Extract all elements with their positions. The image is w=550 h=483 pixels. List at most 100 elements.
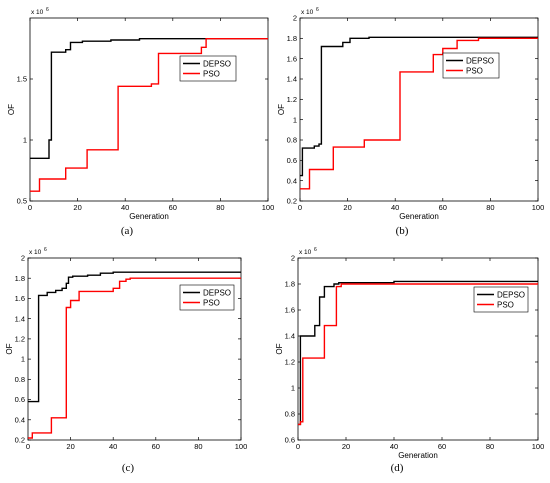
y-tick-label: 2 — [293, 14, 297, 23]
panel-caption: (c) — [122, 462, 135, 474]
series-line-depso — [28, 271, 241, 403]
chart-panel-2: 0 20 40 60 80 100 0.2 0.4 0.6 0.8 1 1.2 1.4 1.6 1.8 2 x … — [277, 7, 544, 237]
x-tick-label: 40 — [390, 442, 398, 451]
chart-panel-1: 0 20 40 60 80 100 0.5 1 1.5 x 10 6 Generation OF DEPS… — [7, 7, 274, 237]
y-tick-label: 1.4 — [287, 75, 297, 84]
legend-box — [473, 286, 529, 313]
y-axis-title: OF — [275, 343, 284, 354]
y-exponent-power: 6 — [44, 247, 47, 253]
series-line-depso — [298, 280, 538, 426]
y-tick-label: 0.2 — [287, 197, 297, 206]
x-axis-title: Generation — [129, 212, 169, 221]
plot-frame — [29, 17, 269, 202]
x-tick-label: 20 — [73, 203, 81, 212]
y-tick-label: 1 — [23, 136, 27, 145]
y-tick-label: 2 — [21, 254, 25, 263]
x-tick-label: 80 — [486, 203, 494, 212]
x-tick-label: 40 — [391, 203, 399, 212]
y-exponent-label: x 10 — [31, 9, 44, 16]
y-tick-label: 0.8 — [285, 410, 295, 419]
y-tick-label: 1 — [293, 115, 297, 124]
y-tick-label: 1 — [21, 355, 25, 364]
y-tick-label: 1 — [291, 384, 295, 393]
x-tick-label: 0 — [28, 203, 32, 212]
legend-label-depso: DEPSO — [203, 288, 231, 297]
x-tick-label: 100 — [235, 442, 248, 451]
legend-label-pso: PSO — [203, 298, 220, 307]
x-tick-label: 20 — [66, 442, 74, 451]
y-tick-label: 1.2 — [285, 358, 295, 367]
x-tick-label: 100 — [262, 203, 275, 212]
legend-label-depso: DEPSO — [497, 290, 525, 299]
x-axis-title: Generation — [398, 451, 438, 460]
legend-box — [442, 52, 500, 79]
y-exponent-label: x 10 — [299, 249, 312, 256]
x-tick-label: 60 — [169, 203, 177, 212]
y-tick-label: 0.8 — [287, 136, 297, 145]
x-tick-label: 40 — [121, 203, 129, 212]
panel-caption: (a) — [121, 225, 134, 237]
series-line-depso — [30, 38, 268, 159]
x-tick-label: 60 — [439, 203, 447, 212]
y-axis-title: OF — [277, 104, 286, 115]
x-tick-label: 100 — [532, 442, 545, 451]
y-tick-label: 0.8 — [15, 375, 25, 384]
legend-label-pso: PSO — [466, 66, 483, 75]
series-line-pso — [300, 37, 538, 190]
y-tick-label: 1.6 — [15, 294, 25, 303]
y-tick-label: 0.6 — [285, 436, 295, 445]
y-tick-label: 0.4 — [15, 415, 25, 424]
y-exponent-power: 6 — [314, 247, 317, 253]
panel-caption: (d) — [391, 462, 404, 474]
y-tick-label: 0.5 — [17, 197, 27, 206]
series-line-pso — [28, 277, 241, 439]
y-tick-label: 0.2 — [15, 436, 25, 445]
panel-caption: (b) — [396, 225, 409, 237]
y-tick-label: 1.4 — [15, 314, 25, 323]
y-exponent-power: 6 — [316, 7, 319, 13]
x-tick-label: 0 — [26, 442, 30, 451]
x-tick-label: 80 — [216, 203, 224, 212]
x-tick-label: 0 — [296, 442, 300, 451]
x-tick-label: 60 — [152, 442, 160, 451]
legend-label-pso: PSO — [203, 69, 220, 78]
series-line-depso — [300, 36, 538, 177]
legend-label-pso: PSO — [497, 300, 514, 309]
y-tick-label: 1.8 — [285, 280, 295, 289]
y-tick-label: 2 — [291, 254, 295, 263]
x-tick-label: 80 — [194, 442, 202, 451]
x-tick-label: 20 — [342, 442, 350, 451]
x-tick-label: 0 — [298, 203, 302, 212]
x-axis-title: Generation — [399, 212, 439, 221]
y-exponent-label: x 10 — [29, 249, 42, 256]
y-tick-label: 0.6 — [15, 395, 25, 404]
x-tick-label: 60 — [438, 442, 446, 451]
y-tick-label: 1.2 — [287, 95, 297, 104]
legend-box — [179, 55, 237, 82]
x-tick-label: 100 — [532, 203, 545, 212]
y-tick-label: 1.8 — [287, 34, 297, 43]
y-tick-label: 1.6 — [285, 306, 295, 315]
plot-frame — [297, 257, 539, 441]
y-tick-label: 0.6 — [287, 156, 297, 165]
x-tick-label: 80 — [486, 442, 494, 451]
y-tick-label: 1.5 — [17, 75, 27, 84]
legend-box — [179, 284, 235, 311]
x-tick-label: 20 — [343, 203, 351, 212]
x-tick-label: 40 — [109, 442, 117, 451]
y-axis-title: OF — [5, 343, 14, 354]
y-tick-label: 0.4 — [287, 176, 297, 185]
y-axis-title: OF — [7, 104, 16, 115]
chart-panel-3: 0 20 40 60 80 100 0.2 0.4 0.6 0.8 1 1.2 1.4 1.6 1.8 2 x … — [5, 247, 247, 474]
y-tick-label: 1.4 — [285, 332, 295, 341]
y-tick-label: 1.8 — [15, 274, 25, 283]
plot-frame — [299, 17, 539, 202]
legend-label-depso: DEPSO — [466, 56, 494, 65]
legend-label-depso: DEPSO — [203, 59, 231, 68]
series-line-pso — [298, 282, 538, 426]
